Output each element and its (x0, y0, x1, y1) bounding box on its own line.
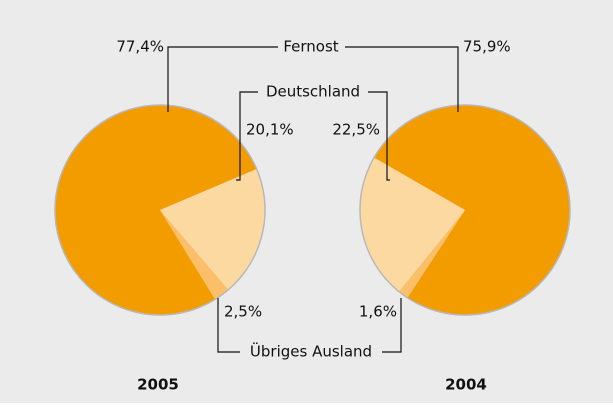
pie-title: 2004 (445, 376, 487, 394)
leader-line (217, 298, 240, 353)
pie-outline (54, 104, 266, 316)
leader-line (345, 46, 459, 112)
value-label: 22,5% (332, 121, 380, 139)
pie-slice (160, 210, 229, 300)
pie-outline (359, 104, 571, 316)
pies (54, 104, 571, 316)
leader-line (167, 46, 278, 112)
pie-slice (360, 157, 465, 292)
value-label: 2,5% (224, 303, 262, 321)
category-label: Deutschland (266, 83, 360, 101)
leader-line (382, 298, 402, 353)
leader-line (368, 91, 390, 181)
pie-slice (398, 210, 465, 298)
leader-line (236, 91, 258, 181)
pie-slice (374, 104, 570, 315)
category-label: Fernost (283, 38, 338, 56)
pie-title: 2005 (137, 376, 179, 394)
value-label: 77,4% (116, 38, 164, 56)
pie-slice (55, 104, 257, 315)
value-label: 1,6% (359, 303, 397, 321)
value-label: 75,9% (463, 38, 511, 56)
value-label: 20,1% (246, 121, 294, 139)
category-label: Übriges Ausland (250, 342, 372, 361)
pie-slice (160, 168, 265, 290)
leader-lines (167, 46, 459, 353)
